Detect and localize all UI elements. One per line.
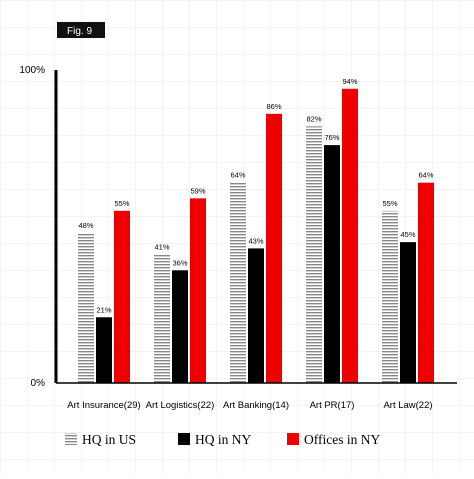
bar-hq-in-us bbox=[382, 210, 398, 383]
value-labels-layer: 48% 21% 55% 41%36% 59% 64% 43% 86% 82% 76% 94% 55% 4… bbox=[78, 77, 433, 314]
category-label: Art Logistics(22) bbox=[146, 400, 215, 411]
figure-label: Fig. 9 bbox=[67, 26, 92, 37]
legend-swatch-hq-in-ny bbox=[178, 433, 190, 445]
value-label: 76% bbox=[324, 133, 339, 142]
value-label: 21% bbox=[96, 305, 111, 314]
value-label: 48% bbox=[78, 221, 93, 230]
y-tick-label: 0% bbox=[31, 378, 46, 389]
bar-offices-in-ny bbox=[418, 182, 434, 383]
bar-hq-in-ny bbox=[248, 248, 264, 383]
value-label: 59% bbox=[190, 186, 205, 195]
bar-hq-in-ny bbox=[96, 317, 112, 383]
value-label: 94% bbox=[342, 77, 357, 86]
legend-swatch-offices-in-ny bbox=[287, 433, 299, 445]
legend: HQ in US HQ in NY Offices in NY bbox=[65, 432, 380, 447]
bar-hq-in-ny bbox=[172, 270, 188, 383]
category-labels-layer: Art Insurance(29) Art Logistics(22) Art Ba… bbox=[67, 400, 432, 411]
value-label: 36% bbox=[172, 258, 187, 267]
bar-hq-in-ny bbox=[400, 242, 416, 383]
value-label: 64% bbox=[418, 171, 433, 180]
value-label: 45% bbox=[400, 230, 415, 239]
bar-hq-in-us bbox=[306, 126, 322, 383]
value-label: 64% bbox=[230, 171, 245, 180]
bar-offices-in-ny bbox=[190, 198, 206, 383]
legend-label-offices-in-ny: Offices in NY bbox=[304, 432, 380, 447]
value-label: 43% bbox=[248, 236, 263, 245]
legend-label-hq-in-us: HQ in US bbox=[82, 432, 136, 447]
bar-hq-in-ny bbox=[324, 145, 340, 383]
figure-label-box bbox=[57, 22, 105, 38]
legend-swatch-hq-in-us bbox=[65, 433, 77, 445]
category-label: Art Law(22) bbox=[383, 400, 432, 411]
value-label: 55% bbox=[382, 199, 397, 208]
bar-hq-in-us bbox=[78, 232, 94, 383]
category-label: Art Banking(14) bbox=[223, 400, 289, 411]
category-label: Art Insurance(29) bbox=[67, 400, 140, 411]
y-tick-labels: 0% 100% bbox=[19, 65, 45, 389]
value-label: 86% bbox=[266, 102, 281, 111]
value-label: 41% bbox=[154, 243, 169, 252]
value-label: 82% bbox=[306, 114, 321, 123]
value-label: 55% bbox=[114, 199, 129, 208]
bar-hq-in-us bbox=[154, 254, 170, 383]
legend-label-hq-in-ny: HQ in NY bbox=[195, 432, 251, 447]
category-label: Art PR(17) bbox=[310, 400, 355, 411]
bar-offices-in-ny bbox=[114, 210, 130, 383]
bar-offices-in-ny bbox=[266, 113, 282, 383]
bars-layer bbox=[78, 88, 434, 383]
bar-hq-in-us bbox=[230, 182, 246, 383]
y-tick-label: 100% bbox=[19, 65, 45, 76]
bar-offices-in-ny bbox=[342, 88, 358, 383]
